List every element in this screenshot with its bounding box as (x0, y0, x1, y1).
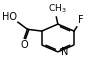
Text: F: F (78, 15, 84, 25)
Text: O: O (21, 40, 28, 50)
Text: HO: HO (2, 12, 17, 22)
Text: N: N (61, 47, 69, 57)
Text: CH$_3$: CH$_3$ (48, 3, 66, 15)
